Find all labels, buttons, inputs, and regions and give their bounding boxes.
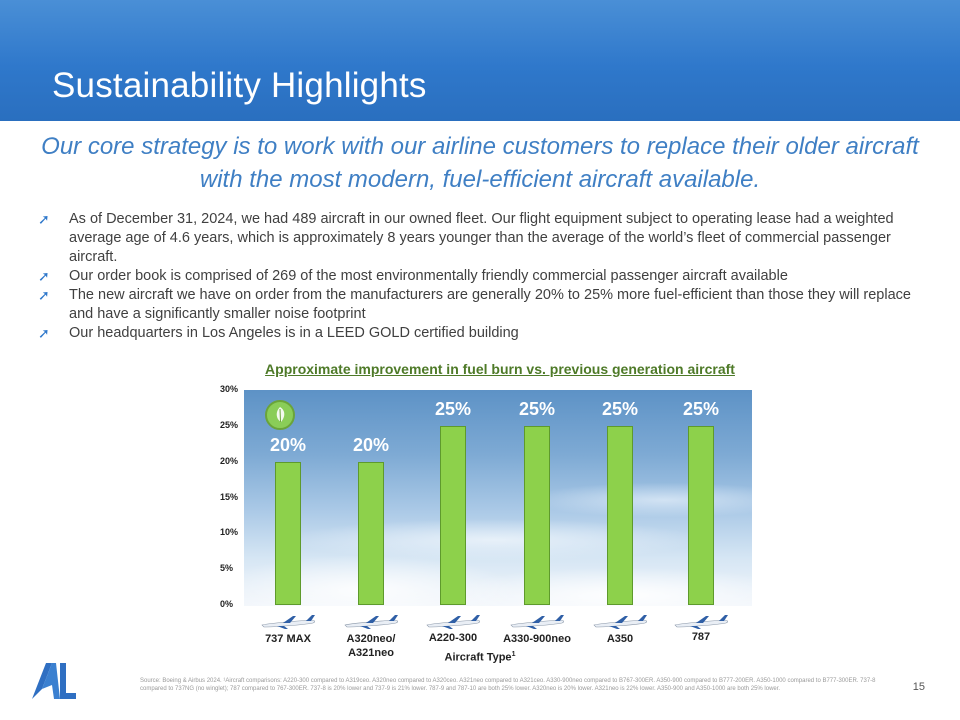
bar <box>607 425 633 605</box>
bullet-text: Our headquarters in Los Angeles is in a … <box>69 325 519 341</box>
airplane-icon <box>593 615 648 629</box>
arrow-up-right-icon: ➚ <box>38 287 50 303</box>
y-tick-label: 30% <box>220 384 239 394</box>
bar-data-label: 25% <box>518 398 556 419</box>
airplane-icon <box>344 615 399 629</box>
y-tick-label: 5% <box>220 563 234 574</box>
airplane-icon <box>510 615 565 629</box>
bar <box>688 425 714 605</box>
bar-data-label: 25% <box>682 398 720 419</box>
x-tick-label: 737 MAX <box>265 633 311 645</box>
bar-data-label: 25% <box>601 398 639 419</box>
x-tick-label: A220-300 <box>428 632 478 644</box>
bar-data-label: 20% <box>269 434 307 455</box>
x-tick-label: A320neo/A321neo <box>346 633 396 659</box>
bar <box>524 425 550 605</box>
source-footnote: Source: Boeing & Airbus 2024. ¹Aircraft … <box>140 678 876 692</box>
list-item: ➚ As of December 31, 2024, we had 489 ai… <box>38 210 928 267</box>
chart-title: Approximate improvement in fuel burn vs.… <box>265 361 735 377</box>
x-tick-label: 787 <box>691 631 711 643</box>
x-tick-label: A350 <box>606 633 634 645</box>
bar-data-label: 25% <box>434 398 472 419</box>
airplane-icon <box>261 615 316 629</box>
arrow-up-right-icon: ➚ <box>38 325 50 341</box>
chart-sky-background <box>244 390 752 606</box>
airplane-icon <box>426 615 481 629</box>
leaf-icon <box>265 400 295 430</box>
arrow-up-right-icon: ➚ <box>38 268 50 284</box>
x-axis-title: Aircraft Type1 <box>444 651 516 664</box>
y-tick-label: 15% <box>220 491 239 502</box>
y-tick-label: 25% <box>220 419 239 430</box>
list-item: ➚ Our order book is comprised of 269 of … <box>38 267 928 286</box>
y-tick-label: 20% <box>220 455 239 466</box>
x-tick-label: A330-900neo <box>503 633 571 645</box>
arrow-up-right-icon: ➚ <box>38 211 50 227</box>
bar-data-label: 20% <box>352 434 390 455</box>
highlights-list: ➚ As of December 31, 2024, we had 489 ai… <box>38 210 928 343</box>
bar <box>275 461 301 605</box>
bar <box>440 425 466 605</box>
bullet-text: As of December 31, 2024, we had 489 airc… <box>69 211 894 265</box>
page-title: Sustainability Highlights <box>52 66 427 105</box>
header-banner: Sustainability Highlights <box>0 0 960 121</box>
list-item: ➚ Our headquarters in Los Angeles is in … <box>38 324 928 343</box>
y-tick-label: 0% <box>220 599 234 609</box>
bar <box>358 461 384 605</box>
bullet-text: The new aircraft we have on order from t… <box>69 287 911 322</box>
airplane-icon <box>674 615 729 629</box>
page-number: 15 <box>912 681 925 693</box>
list-item: ➚ The new aircraft we have on order from… <box>38 286 928 324</box>
strategy-subtitle: Our core strategy is to work with our ai… <box>41 133 919 193</box>
y-tick-label: 10% <box>220 527 239 538</box>
bullet-text: Our order book is comprised of 269 of th… <box>69 268 788 284</box>
al-logo <box>32 663 76 699</box>
